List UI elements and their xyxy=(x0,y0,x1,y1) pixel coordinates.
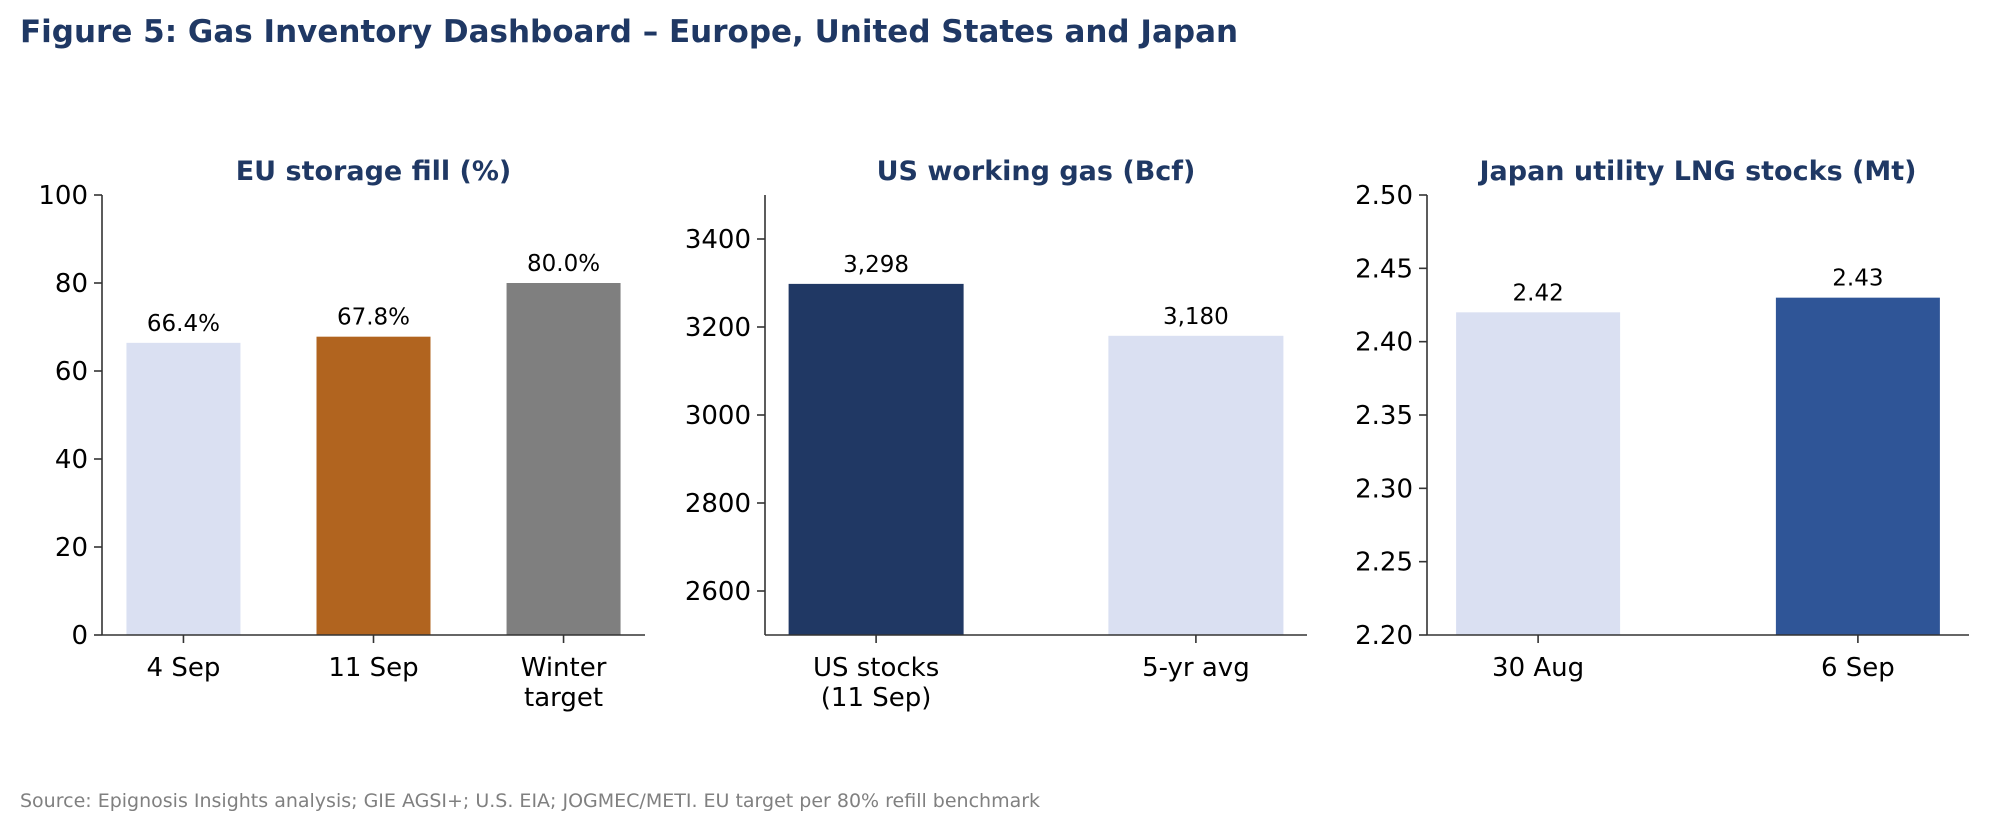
y-tick-label: 40 xyxy=(55,445,88,475)
bar xyxy=(1456,312,1621,635)
x-tick-label: 6 Sep xyxy=(1821,653,1895,683)
data-label: 67.8% xyxy=(337,305,410,331)
x-tick-label: 11 Sep xyxy=(328,653,418,683)
chart-panel-1: EU storage fill (%) 66.4% 67.8% 80.0% 0 20 40 6… xyxy=(38,156,645,713)
panel-title: US working gas (Bcf) xyxy=(877,156,1196,187)
x-tick-label: 5-yr avg xyxy=(1142,653,1250,683)
y-tick-label: 80 xyxy=(55,269,88,299)
y-tick-label: 2.30 xyxy=(1355,474,1413,504)
y-tick-label: 2.20 xyxy=(1355,621,1413,651)
figure-title: Figure 5: Gas Inventory Dashboard – Euro… xyxy=(20,14,1239,50)
x-tick-label: 30 Aug xyxy=(1492,653,1584,683)
y-tick-label: 100 xyxy=(38,181,88,211)
data-label: 80.0% xyxy=(527,251,600,277)
panel-title: EU storage fill (%) xyxy=(236,156,512,187)
y-tick-label: 2.40 xyxy=(1355,328,1413,358)
bar xyxy=(1108,335,1284,635)
chart-panel-2: US working gas (Bcf) 3,298 3,180 2600 2800 30… xyxy=(685,156,1307,713)
chart-panel-3: Japan utility LNG stocks (Mt) 2.42 2.43 2.2… xyxy=(1355,156,1969,683)
y-tick-label: 2.35 xyxy=(1355,401,1413,431)
y-tick-label: 3400 xyxy=(685,225,751,255)
y-tick-label: 0 xyxy=(71,621,88,651)
x-tick-label: 4 Sep xyxy=(147,653,221,683)
y-tick-label: 2.25 xyxy=(1355,548,1413,578)
y-tick-label: 20 xyxy=(55,533,88,563)
bar xyxy=(788,283,964,635)
y-tick-label: 2.50 xyxy=(1355,181,1413,211)
data-label: 66.4% xyxy=(147,311,220,337)
x-tick-label: Winter target xyxy=(521,653,607,713)
source-note: Source: Epignosis Insights analysis; GIE… xyxy=(20,790,1041,812)
bar xyxy=(316,336,431,635)
y-tick-label: 2.45 xyxy=(1355,254,1413,284)
y-tick-label: 3000 xyxy=(685,401,751,431)
data-label: 2.43 xyxy=(1832,266,1883,292)
data-label: 2.42 xyxy=(1513,280,1564,306)
data-label: 3,180 xyxy=(1163,304,1229,330)
bar xyxy=(506,283,621,635)
panel-title: Japan utility LNG stocks (Mt) xyxy=(1477,156,1916,187)
bar xyxy=(126,342,241,635)
bar xyxy=(1775,297,1940,635)
y-tick-label: 60 xyxy=(55,357,88,387)
data-label: 3,298 xyxy=(843,252,909,278)
x-tick-label: US stocks (11 Sep) xyxy=(813,653,939,713)
y-tick-label: 2800 xyxy=(685,489,751,519)
y-tick-label: 2600 xyxy=(685,577,751,607)
y-tick-label: 3200 xyxy=(685,313,751,343)
